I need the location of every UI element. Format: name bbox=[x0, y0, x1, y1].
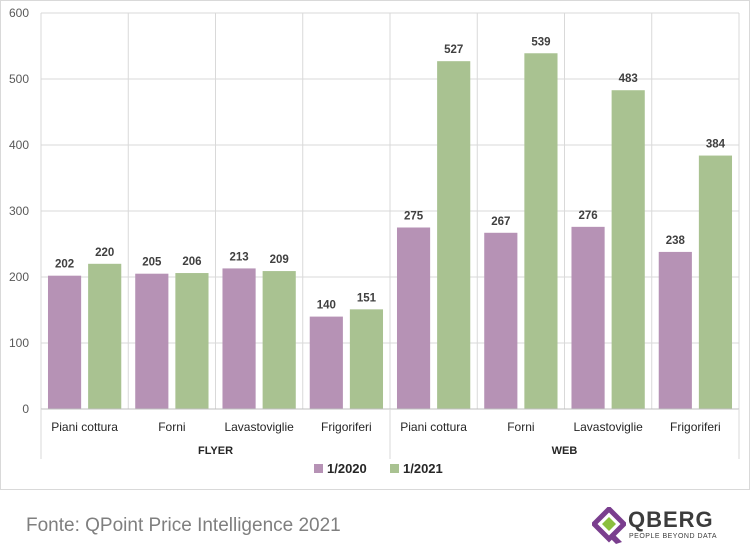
legend-swatch bbox=[314, 464, 323, 473]
y-tick-label: 200 bbox=[9, 270, 29, 284]
x-category-label: Piani cottura bbox=[51, 420, 118, 434]
data-label: 209 bbox=[270, 254, 289, 266]
legend-entry: 1/2020 bbox=[327, 461, 367, 476]
data-label: 238 bbox=[666, 235, 686, 247]
data-label: 202 bbox=[55, 259, 74, 271]
data-label: 213 bbox=[229, 251, 248, 263]
bar bbox=[524, 53, 558, 409]
bar bbox=[658, 251, 692, 409]
y-tick-label: 0 bbox=[22, 402, 29, 416]
data-label: 206 bbox=[182, 256, 201, 268]
bar-chart: 0 100 200 300 400 500 600 202 205 213 140 275 267 276… bbox=[9, 6, 740, 476]
logo-wordmark: QBERG bbox=[628, 507, 714, 532]
data-label: 151 bbox=[357, 292, 377, 304]
x-category-label: Frigoriferi bbox=[321, 420, 372, 434]
bar bbox=[262, 271, 296, 409]
data-label: 483 bbox=[619, 73, 638, 85]
logo-tagline: PEOPLE BEYOND DATA bbox=[629, 533, 718, 540]
x-group-label: WEB bbox=[552, 445, 578, 457]
bar bbox=[222, 268, 256, 409]
legend-swatch bbox=[390, 464, 399, 473]
data-label: 140 bbox=[317, 300, 336, 312]
data-label: 267 bbox=[491, 216, 510, 228]
bar bbox=[484, 232, 518, 409]
y-tick-label: 600 bbox=[9, 6, 29, 20]
legend-entry: 1/2021 bbox=[403, 461, 443, 476]
x-category-label: Frigoriferi bbox=[670, 420, 721, 434]
bar bbox=[571, 226, 605, 409]
x-category-label: Piani cottura bbox=[400, 420, 467, 434]
bar bbox=[175, 273, 209, 409]
qberg-logo-mark-icon bbox=[592, 507, 626, 544]
y-tick-label: 500 bbox=[9, 72, 29, 86]
data-label: 527 bbox=[444, 44, 463, 56]
x-group-label: FLYER bbox=[198, 445, 233, 457]
data-label: 205 bbox=[142, 257, 162, 269]
y-tick-label: 100 bbox=[9, 336, 29, 350]
bar bbox=[135, 273, 169, 409]
y-tick-label: 300 bbox=[9, 204, 29, 218]
bar bbox=[396, 227, 431, 409]
data-label: 275 bbox=[404, 211, 424, 223]
y-tick-label: 400 bbox=[9, 138, 29, 152]
data-label: 220 bbox=[95, 247, 114, 259]
source-caption: Fonte: QPoint Price Intelligence 2021 bbox=[26, 515, 341, 536]
chart-frame: 0 100 200 300 400 500 600 202 205 213 140 275 267 276… bbox=[0, 0, 750, 490]
qberg-logo: QBERG PEOPLE BEYOND DATA bbox=[592, 505, 722, 547]
bar bbox=[611, 90, 645, 409]
x-category-label: Lavastoviglie bbox=[573, 420, 643, 434]
data-label: 276 bbox=[578, 210, 597, 222]
x-category-label: Forni bbox=[158, 420, 185, 434]
data-label: 539 bbox=[531, 36, 550, 48]
bar bbox=[698, 155, 733, 409]
bar bbox=[309, 316, 343, 409]
bar bbox=[47, 275, 82, 409]
x-category-label: Lavastoviglie bbox=[224, 420, 294, 434]
bar bbox=[88, 263, 122, 409]
data-label: 384 bbox=[706, 139, 726, 151]
x-category-label: Forni bbox=[507, 420, 534, 434]
bar bbox=[349, 309, 384, 409]
bar bbox=[437, 61, 471, 410]
